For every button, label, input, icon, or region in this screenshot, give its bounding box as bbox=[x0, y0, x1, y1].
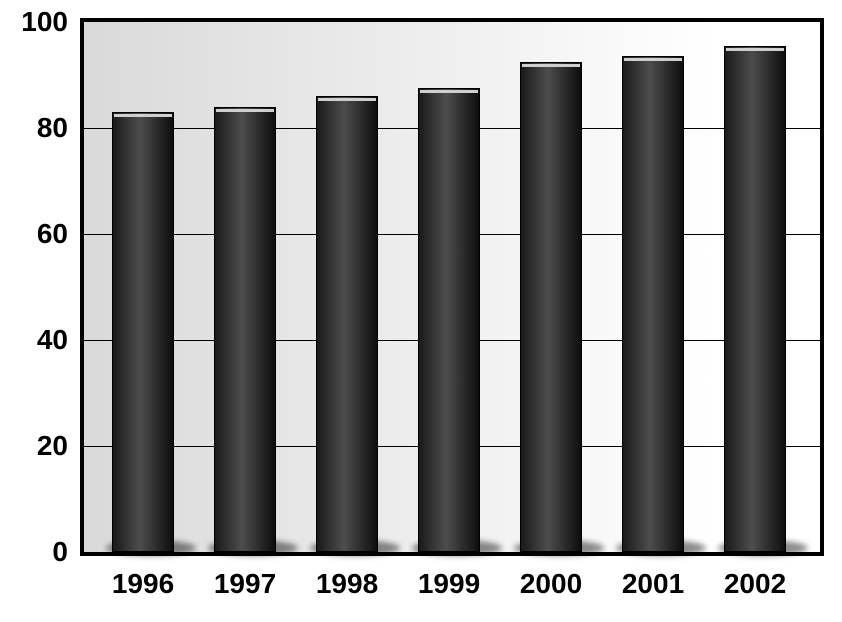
bar-body bbox=[622, 56, 684, 552]
y-tick-label: 20 bbox=[0, 430, 68, 462]
bar bbox=[520, 62, 582, 552]
bar bbox=[622, 56, 684, 552]
bar-body bbox=[520, 62, 582, 552]
x-tick-label: 1999 bbox=[418, 568, 480, 600]
bar-top-highlight bbox=[420, 90, 478, 93]
bar-top-highlight bbox=[624, 58, 682, 61]
bar bbox=[112, 112, 174, 552]
bar bbox=[724, 46, 786, 552]
bar-body bbox=[316, 96, 378, 552]
bar-top-highlight bbox=[726, 48, 784, 51]
bar-body bbox=[724, 46, 786, 552]
bar-top-highlight bbox=[318, 98, 376, 101]
x-tick-label: 2001 bbox=[622, 568, 684, 600]
y-tick-label: 80 bbox=[0, 112, 68, 144]
bars-layer bbox=[80, 18, 824, 556]
y-tick-label: 0 bbox=[0, 536, 68, 568]
bar-body bbox=[112, 112, 174, 552]
bar-top-highlight bbox=[216, 109, 274, 112]
x-tick-label: 2000 bbox=[520, 568, 582, 600]
x-tick-label: 2002 bbox=[724, 568, 786, 600]
bar-top-highlight bbox=[522, 64, 580, 67]
y-tick-label: 40 bbox=[0, 324, 68, 356]
bar bbox=[418, 88, 480, 552]
bar-body bbox=[418, 88, 480, 552]
bar bbox=[214, 107, 276, 552]
bar-chart: 0 20 40 60 80 100 1996 1997 1998 1999 2000 2001 200… bbox=[0, 0, 842, 622]
y-tick-label: 60 bbox=[0, 218, 68, 250]
x-tick-label: 1997 bbox=[214, 568, 276, 600]
x-tick-label: 1998 bbox=[316, 568, 378, 600]
bar bbox=[316, 96, 378, 552]
x-tick-label: 1996 bbox=[112, 568, 174, 600]
plot-area bbox=[80, 18, 824, 556]
bar-top-highlight bbox=[114, 114, 172, 117]
y-tick-label: 100 bbox=[0, 6, 68, 38]
bar-body bbox=[214, 107, 276, 552]
